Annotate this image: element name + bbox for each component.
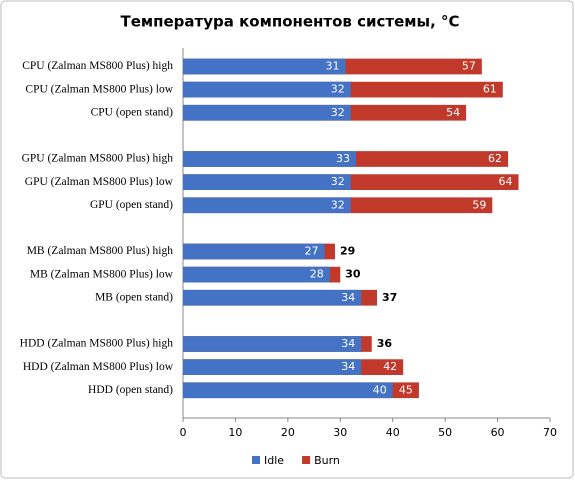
bar [183,289,362,306]
value-label: 32 [331,83,345,96]
legend-label: Idle [264,454,284,467]
y-tick-label: HDD (open stand) [88,384,173,396]
value-label: 34 [341,291,355,304]
x-tick-label: 10 [228,426,242,439]
value-label: 37 [382,291,397,304]
y-tick-label: CPU (Zalman MS800 Plus) low [25,83,173,95]
bar [183,359,362,375]
value-label: 59 [472,198,486,211]
value-label: 40 [373,383,387,396]
legend-label: Burn [314,454,340,467]
value-label: 33 [336,152,350,165]
y-tick-label: GPU (open stand) [90,199,173,211]
value-label: 54 [446,106,460,119]
value-label: 64 [499,175,513,188]
value-label: 34 [341,360,355,373]
y-tick-label: HDD (Zalman MS800 Plus) low [23,361,174,373]
y-tick-label: CPU (Zalman MS800 Plus) high [22,60,173,72]
bar [183,382,393,399]
bar [183,336,362,352]
y-tick-label: MB (Zalman MS800 Plus) low [30,268,174,280]
value-label: 30 [345,268,361,281]
bar [183,197,351,214]
bar [183,81,351,98]
x-tick-label: 50 [438,426,452,439]
value-label: 36 [377,337,393,350]
value-label: 32 [331,106,345,119]
value-label: 62 [488,152,502,165]
value-label: 61 [483,83,497,96]
x-tick-label: 40 [386,426,400,439]
y-tick-label: GPU (Zalman MS800 Plus) low [25,176,174,188]
value-label: 29 [340,245,355,258]
y-tick-label: MB (Zalman MS800 Plus) high [27,245,174,257]
y-tick-label: GPU (Zalman MS800 Plus) high [22,153,174,165]
y-tick-label: CPU (open stand) [91,106,174,118]
y-tick-label: MB (open stand) [95,291,173,303]
y-tick-label: HDD (Zalman MS800 Plus) high [20,338,174,350]
bar [183,266,330,283]
x-tick-label: 20 [281,426,295,439]
value-label: 32 [331,175,345,188]
bar [183,58,346,75]
value-label: 42 [383,360,397,373]
chart-title: Температура компонентов системы, °C [120,13,459,31]
value-label: 32 [331,198,345,211]
value-label: 31 [326,60,340,73]
bar [183,243,325,260]
x-tick-label: 30 [333,426,347,439]
x-tick-label: 70 [543,426,557,439]
value-label: 28 [310,268,324,281]
bar [183,104,351,121]
x-tick-label: 60 [491,426,505,439]
x-tick-label: 0 [180,426,187,439]
bar [183,174,351,190]
value-label: 57 [462,60,476,73]
value-label: 45 [399,383,413,396]
value-label: 34 [341,337,355,350]
bar [183,151,357,167]
legend-swatch [252,456,260,464]
legend-swatch [302,456,311,464]
value-label: 27 [305,245,319,258]
